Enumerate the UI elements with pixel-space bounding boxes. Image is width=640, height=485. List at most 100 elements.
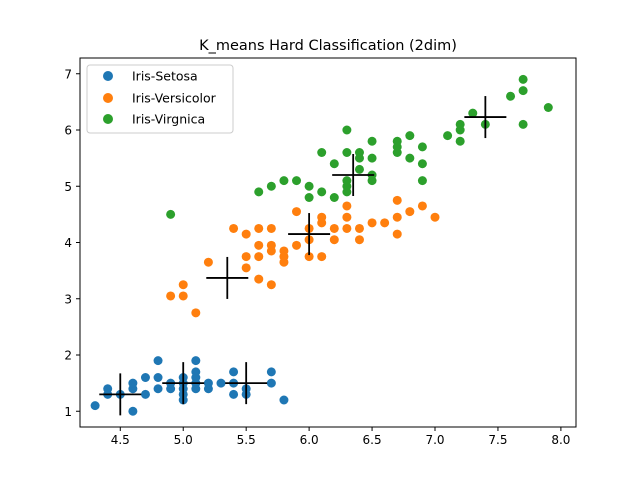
data-point-iris-versicolor bbox=[254, 252, 264, 262]
data-point-iris-setosa bbox=[153, 384, 163, 394]
data-point-iris-virgnica bbox=[506, 91, 516, 101]
data-point-iris-virgnica bbox=[405, 153, 415, 163]
data-point-iris-versicolor bbox=[266, 223, 276, 233]
data-point-iris-virgnica bbox=[342, 176, 352, 186]
data-point-iris-versicolor bbox=[191, 308, 201, 318]
legend-label-virgnica: Iris-Virgnica bbox=[132, 112, 205, 127]
centroid-marker bbox=[206, 256, 249, 299]
x-tick-label: 6.5 bbox=[363, 433, 382, 447]
data-point-iris-virgnica bbox=[279, 176, 289, 186]
data-point-iris-setosa bbox=[229, 367, 239, 377]
x-tick-label: 5.5 bbox=[237, 433, 256, 447]
data-point-iris-virgnica bbox=[455, 119, 465, 129]
data-point-iris-versicolor bbox=[254, 223, 264, 233]
data-point-iris-versicolor bbox=[329, 223, 339, 233]
y-tick-label: 1 bbox=[64, 405, 72, 419]
legend: Iris-Setosa Iris-Versicolor Iris-Virgnic… bbox=[86, 64, 234, 134]
data-point-iris-versicolor bbox=[392, 229, 402, 239]
centroid-marker bbox=[225, 362, 268, 405]
data-point-iris-versicolor bbox=[292, 207, 302, 217]
centroid-marker bbox=[162, 362, 205, 405]
data-point-iris-versicolor bbox=[292, 240, 302, 250]
data-point-iris-virgnica bbox=[354, 164, 364, 174]
data-point-iris-versicolor bbox=[354, 235, 364, 245]
centroid-marker bbox=[288, 213, 331, 256]
data-point-iris-virgnica bbox=[367, 153, 377, 163]
data-point-iris-setosa bbox=[103, 384, 113, 394]
data-point-iris-virgnica bbox=[304, 193, 314, 202]
data-point-iris-virgnica bbox=[543, 103, 553, 112]
y-tick-label: 2 bbox=[64, 349, 72, 363]
data-point-iris-versicolor bbox=[254, 274, 264, 284]
data-point-iris-setosa bbox=[266, 367, 276, 377]
data-point-iris-virgnica bbox=[417, 159, 427, 169]
data-point-iris-setosa bbox=[279, 395, 289, 405]
data-point-iris-virgnica bbox=[329, 159, 339, 169]
data-point-iris-setosa bbox=[140, 373, 150, 382]
data-point-iris-versicolor bbox=[329, 235, 339, 245]
data-point-iris-virgnica bbox=[266, 181, 276, 191]
data-point-iris-setosa bbox=[191, 367, 201, 377]
y-axis: 1 2 3 4 5 6 7 bbox=[64, 67, 80, 419]
data-point-iris-versicolor bbox=[279, 246, 289, 256]
x-tick-label: 7.0 bbox=[425, 433, 444, 447]
legend-label-setosa: Iris-Setosa bbox=[132, 69, 198, 84]
data-point-iris-virgnica bbox=[392, 136, 402, 146]
x-tick-label: 5.0 bbox=[174, 433, 193, 447]
data-point-iris-versicolor bbox=[380, 218, 390, 228]
data-point-iris-virgnica bbox=[317, 187, 327, 197]
data-point-iris-versicolor bbox=[317, 252, 327, 262]
data-point-iris-versicolor bbox=[342, 212, 352, 222]
y-tick-label: 4 bbox=[64, 236, 72, 250]
legend-marker-versicolor bbox=[103, 93, 113, 103]
data-point-iris-setosa bbox=[128, 378, 138, 388]
data-point-iris-virgnica bbox=[417, 142, 427, 152]
data-point-iris-virgnica bbox=[518, 86, 528, 96]
data-point-iris-virgnica bbox=[405, 131, 415, 141]
data-point-iris-versicolor bbox=[178, 291, 188, 301]
data-point-iris-virgnica bbox=[367, 136, 377, 146]
data-point-iris-versicolor bbox=[392, 195, 402, 205]
x-tick-label: 4.5 bbox=[111, 433, 130, 447]
x-axis: 4.5 5.0 5.5 6.0 6.5 7.0 7.5 8.0 bbox=[111, 427, 570, 447]
data-point-iris-setosa bbox=[191, 356, 201, 366]
data-point-iris-virgnica bbox=[518, 119, 528, 129]
data-point-iris-versicolor bbox=[304, 252, 314, 262]
legend-marker-setosa bbox=[103, 71, 113, 81]
data-point-iris-versicolor bbox=[229, 223, 239, 233]
data-points bbox=[90, 74, 553, 416]
data-point-iris-versicolor bbox=[241, 252, 251, 262]
data-point-iris-versicolor bbox=[392, 212, 402, 222]
legend-marker-virgnica bbox=[103, 114, 113, 124]
data-point-iris-setosa bbox=[153, 356, 163, 366]
data-point-iris-versicolor bbox=[241, 229, 251, 239]
y-tick-label: 7 bbox=[64, 67, 72, 81]
data-point-iris-setosa bbox=[128, 406, 138, 416]
data-point-iris-versicolor bbox=[178, 280, 188, 290]
data-point-iris-virgnica bbox=[317, 148, 327, 157]
plot-frame bbox=[79, 57, 577, 428]
legend-label-versicolor: Iris-Versicolor bbox=[132, 91, 217, 106]
data-point-iris-versicolor bbox=[405, 207, 415, 217]
data-point-iris-setosa bbox=[266, 378, 276, 388]
data-point-iris-setosa bbox=[140, 389, 150, 399]
data-point-iris-virgnica bbox=[417, 176, 427, 186]
data-point-iris-virgnica bbox=[468, 108, 478, 118]
legend-box bbox=[86, 64, 234, 134]
y-tick-label: 5 bbox=[64, 180, 72, 194]
data-point-iris-versicolor bbox=[166, 291, 176, 301]
data-point-iris-versicolor bbox=[342, 223, 352, 233]
data-point-iris-setosa bbox=[203, 378, 213, 388]
data-point-iris-versicolor bbox=[417, 201, 427, 211]
data-point-iris-versicolor bbox=[203, 257, 213, 267]
data-point-iris-virgnica bbox=[518, 74, 528, 84]
centroid-marker bbox=[332, 154, 375, 196]
data-point-iris-virgnica bbox=[354, 148, 364, 157]
centroid-marker bbox=[464, 96, 507, 139]
data-point-iris-virgnica bbox=[166, 209, 176, 219]
data-point-iris-setosa bbox=[229, 389, 239, 399]
data-point-iris-setosa bbox=[153, 373, 163, 382]
x-tick-label: 6.0 bbox=[300, 433, 319, 447]
data-point-iris-versicolor bbox=[367, 218, 377, 228]
data-point-iris-virgnica bbox=[254, 187, 264, 197]
